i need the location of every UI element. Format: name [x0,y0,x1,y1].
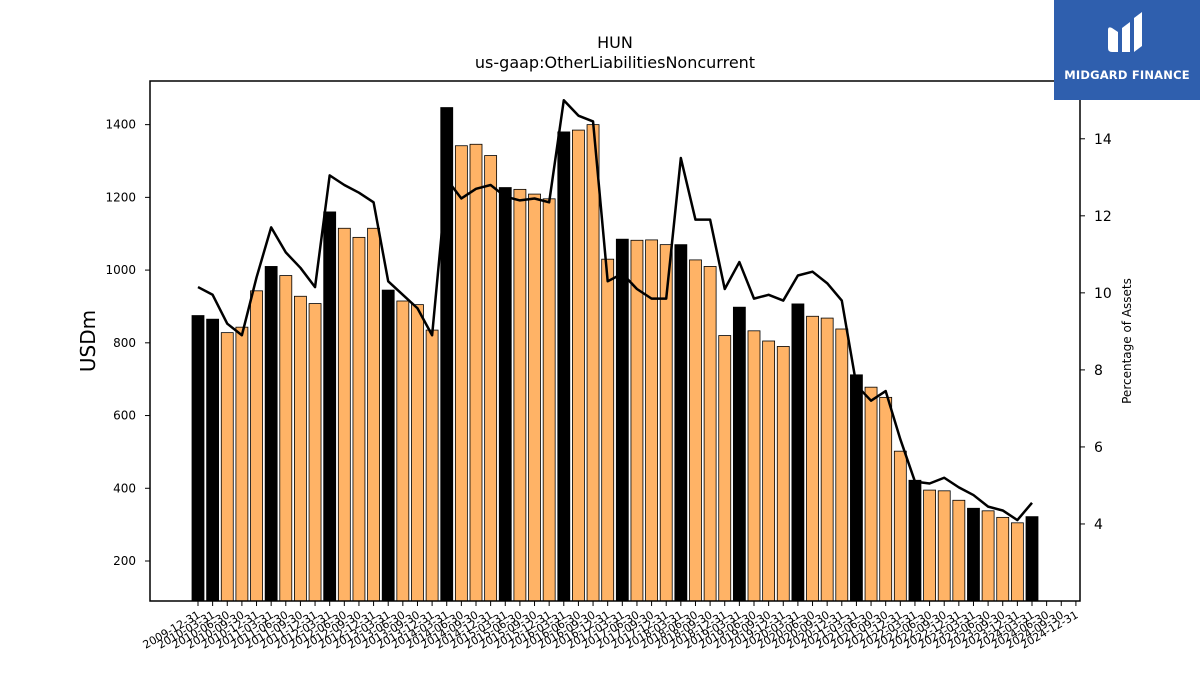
bar [411,304,424,602]
y-tick-label: 400 [113,481,136,495]
bar [454,145,468,602]
y-tick-label: 1000 [105,263,136,277]
bar [864,386,878,602]
bar [893,450,907,602]
percentage-line-group [197,99,1033,522]
bar [601,258,615,602]
bar [747,330,761,602]
bar [206,318,220,602]
y-axis-label: USDm [76,310,100,372]
bar [557,131,571,602]
bar [484,155,498,602]
y-tick-label: 800 [113,336,136,350]
y2-tick-label: 10 [1094,286,1112,302]
y-tick-label: 1400 [105,118,136,132]
bar [528,193,541,602]
y-tick-label: 600 [113,409,136,423]
bar [264,266,278,602]
bar [396,300,410,602]
bar [967,507,980,602]
bar [279,275,293,602]
bar [850,374,863,602]
bar [513,188,527,602]
bar [645,239,658,602]
y2-tick-label: 4 [1094,517,1103,533]
bar [352,236,366,602]
brand-logo: MIDGARD FINANCE [1054,0,1200,100]
chart-subtitle: us-gaap:OtherLiabilitiesNoncurrent [475,53,755,72]
bar [937,490,951,602]
bar [1010,522,1024,602]
y2-tick-label: 6 [1094,440,1103,456]
bar [762,340,776,602]
midgard-logo-icon [1108,12,1142,52]
bar [425,329,439,602]
bar [732,306,746,602]
y-tick-label: 200 [113,554,136,568]
bar [630,239,644,602]
bar [952,499,966,602]
x-axis: 2009-12-312010-03-312010-06-302010-09-30… [141,601,1080,652]
bar [337,227,351,602]
bar [791,303,805,602]
bars-group [191,107,1039,602]
bar [586,124,600,602]
bar [323,211,337,602]
y-axis-right: 4 6 8 10 12 14 [1080,132,1112,533]
bar [615,238,629,602]
bar [879,396,893,602]
bar [996,516,1010,602]
bar [294,295,307,602]
bar [835,328,849,602]
bar [498,187,512,602]
y-tick-label: 1200 [105,190,136,204]
bar [776,346,790,602]
bar [806,315,819,602]
percentage-series-line [197,99,1033,522]
bar [191,315,205,602]
bar [542,198,556,602]
bar [572,129,585,602]
bar [469,143,483,602]
y2-tick-label: 8 [1094,363,1103,379]
bar [235,326,249,602]
bar [1025,516,1039,602]
bar [308,303,322,602]
bar [703,266,717,602]
y2-tick-label: 14 [1094,132,1112,148]
chart-title: HUN [597,33,633,52]
bar [820,317,834,602]
y2-axis-label: Percentage of Assets [1120,278,1134,404]
bar [689,259,702,602]
bar [674,244,688,602]
bar [923,489,936,602]
bar [381,289,395,602]
bar [718,335,732,602]
bar [908,479,922,602]
y2-tick-label: 12 [1094,209,1112,225]
bar [220,332,234,602]
bar [250,290,263,602]
y-axis-left: 200 400 600 800 1000 1200 1400 [105,118,150,568]
bar [367,227,380,602]
logo-text: MIDGARD FINANCE [1064,68,1190,82]
plot-frame [149,80,1081,602]
bar [981,510,995,602]
